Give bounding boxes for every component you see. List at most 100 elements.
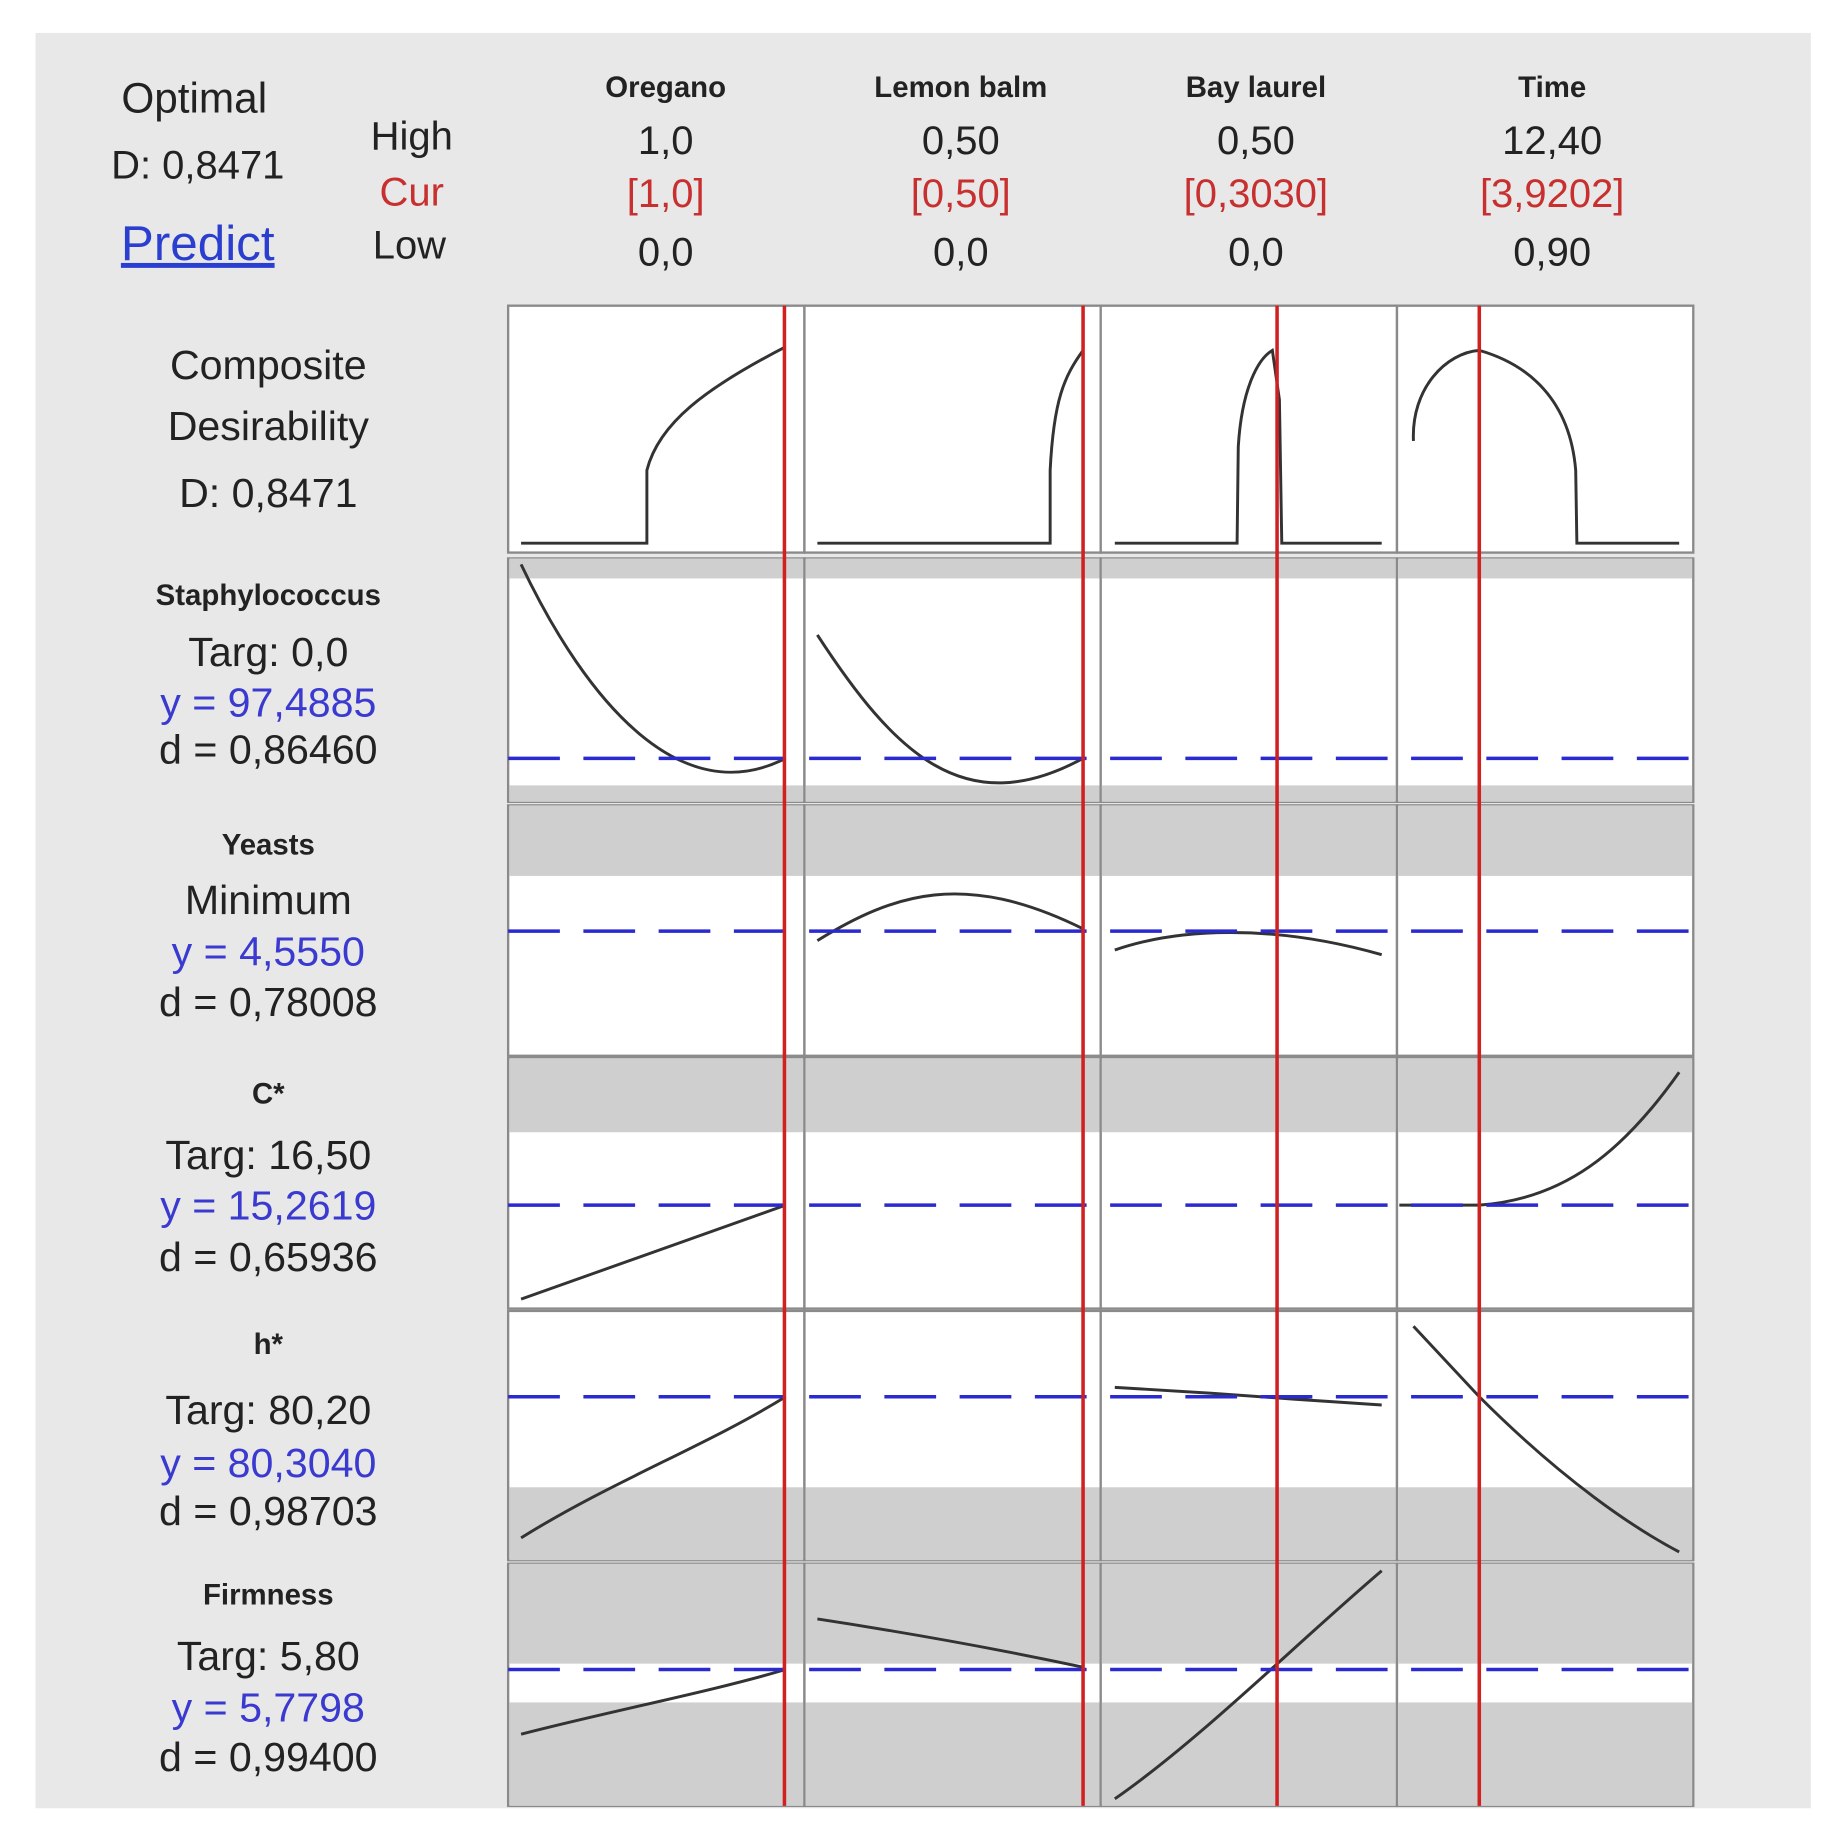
desirability-band: [1398, 785, 1693, 802]
desirability-band: [1398, 1487, 1693, 1561]
response-desirability: d = 0,86460: [159, 726, 377, 772]
curve: [521, 345, 787, 545]
factor-name: Oregano: [605, 71, 726, 104]
curve: [520, 1395, 787, 1540]
panel: [1099, 304, 1399, 554]
response-predicted-y: y = 5,7798: [172, 1685, 365, 1731]
factor-high: 1,0: [638, 119, 694, 163]
desirability-band: [805, 1563, 1100, 1664]
overlay: [508, 305, 1694, 1806]
desirability-band: [805, 1058, 1100, 1133]
desirability-band: [1101, 1563, 1396, 1664]
desirability-band: [805, 805, 1100, 876]
factor-name: Time: [1518, 71, 1586, 104]
curve: [1412, 1325, 1680, 1554]
curve: [1399, 1071, 1681, 1207]
desirability-band: [1398, 1058, 1693, 1133]
response-predicted-y: y = 4,5550: [172, 929, 365, 975]
factor-low: 0,0: [638, 231, 694, 275]
optimal-d: D: 0,8471: [111, 144, 284, 188]
panel: [506, 557, 806, 804]
optimal-label: Optimal: [121, 74, 267, 121]
desirability-band: [805, 558, 1100, 579]
curve: [519, 563, 787, 774]
response-desirability: d = 0,99400: [159, 1734, 377, 1780]
factor-current: [3,9202]: [1480, 172, 1624, 216]
factor-current: [0,50]: [911, 172, 1011, 216]
desirability-band: [509, 1563, 804, 1664]
composite-label: Desirability: [168, 403, 370, 449]
curve: [817, 1617, 1084, 1669]
response-desirability: d = 0,98703: [159, 1488, 377, 1534]
response-goal: Minimum: [185, 877, 352, 923]
factor-name: Bay laurel: [1186, 71, 1326, 104]
desirability-band: [1398, 1702, 1693, 1806]
response-name: C*: [252, 1078, 285, 1111]
factor-name: Lemon balm: [874, 71, 1047, 104]
panel: [1099, 557, 1399, 804]
panel: [1395, 304, 1695, 554]
response-goal: Targ: 0,0: [188, 629, 348, 675]
factor-current: [0,3030]: [1184, 172, 1328, 216]
desirability-band: [509, 1487, 804, 1561]
curve: [520, 1668, 787, 1736]
response-desirability: d = 0,65936: [159, 1234, 377, 1280]
desirability-band: [1101, 558, 1396, 579]
desirability-band: [1398, 805, 1693, 876]
curve: [520, 1203, 787, 1301]
curve: [1114, 347, 1382, 545]
desirability-band: [509, 1702, 804, 1806]
high-label: High: [371, 114, 453, 158]
desirability-band: [1398, 558, 1693, 579]
factor-low: 0,90: [1513, 231, 1591, 275]
response-predicted-y: y = 80,3040: [160, 1440, 376, 1486]
predict-link[interactable]: Predict: [121, 216, 275, 271]
desirability-band: [1101, 785, 1396, 802]
curve: [817, 349, 1085, 545]
factor-high: 0,50: [1217, 119, 1295, 163]
response-goal: Targ: 80,20: [165, 1387, 371, 1433]
response-predicted-y: y = 97,4885: [160, 679, 376, 725]
desirability-band: [1101, 805, 1396, 876]
response-name: Firmness: [203, 1578, 334, 1611]
desirability-band: [509, 805, 804, 876]
response-name: Staphylococcus: [156, 579, 381, 612]
desirability-band: [1101, 1487, 1396, 1561]
desirability-band: [509, 785, 804, 802]
factor-low: 0,0: [1228, 231, 1284, 275]
desirability-band: [805, 785, 1100, 802]
desirability-band: [509, 558, 804, 579]
cur-label: Cur: [380, 171, 444, 215]
panel: [1395, 557, 1695, 804]
curve: [816, 892, 1084, 942]
desirability-band: [509, 1058, 804, 1133]
panels: [506, 304, 1695, 1808]
factor-low: 0,0: [933, 231, 989, 275]
response-name: Yeasts: [222, 828, 315, 861]
factor-current: [1,0]: [627, 172, 705, 216]
curve: [816, 634, 1084, 785]
composite-label: Composite: [170, 342, 367, 388]
composite-label: D: 0,8471: [179, 470, 357, 516]
desirability-band: [1101, 1058, 1396, 1133]
low-label: Low: [373, 224, 446, 268]
desirability-band: [1101, 1702, 1396, 1806]
panel: [803, 304, 1102, 554]
response-desirability: d = 0,78008: [159, 979, 377, 1025]
response-goal: Targ: 5,80: [177, 1633, 360, 1679]
curve: [1113, 1569, 1383, 1801]
desirability-band: [805, 1702, 1100, 1806]
response-goal: Targ: 16,50: [165, 1132, 371, 1178]
response-predicted-y: y = 15,2619: [160, 1183, 376, 1229]
panel: [803, 557, 1102, 804]
curve: [1411, 348, 1680, 545]
factor-high: 12,40: [1502, 119, 1602, 163]
curve: [1114, 1385, 1382, 1407]
desirability-band: [805, 1487, 1100, 1561]
factor-high: 0,50: [922, 119, 1000, 163]
desirability-band: [1398, 1563, 1693, 1664]
response-name: h*: [254, 1328, 284, 1361]
panel: [506, 304, 806, 554]
